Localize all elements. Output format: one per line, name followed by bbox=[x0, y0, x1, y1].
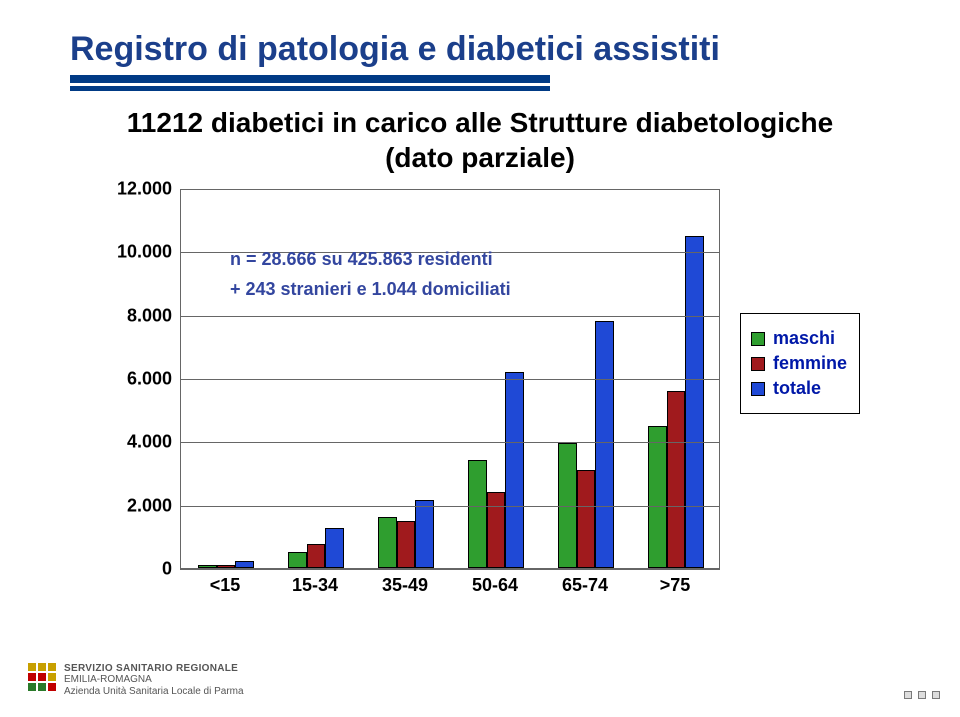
legend-item: totale bbox=[751, 378, 849, 399]
logo-icon bbox=[28, 663, 56, 691]
slide: Registro di patologia e diabetici assist… bbox=[0, 0, 960, 717]
gridline bbox=[180, 506, 720, 507]
gridline bbox=[180, 316, 720, 317]
legend-swatch bbox=[751, 382, 765, 396]
y-tick-label: 0 bbox=[100, 559, 172, 580]
legend-label: totale bbox=[773, 378, 821, 399]
x-tick-label: 50-64 bbox=[472, 575, 518, 596]
y-tick-label: 2.000 bbox=[100, 495, 172, 516]
legend-label: maschi bbox=[773, 328, 835, 349]
legend-label: femmine bbox=[773, 353, 847, 374]
footer-line1: SERVIZIO SANITARIO REGIONALE bbox=[64, 663, 238, 674]
gridline bbox=[180, 442, 720, 443]
annotation-line1: n = 28.666 su 425.863 residenti bbox=[230, 249, 493, 270]
footer-logo: SERVIZIO SANITARIO REGIONALE EMILIA-ROMA… bbox=[28, 663, 244, 698]
bar-maschi bbox=[648, 426, 667, 569]
legend-item: maschi bbox=[751, 328, 849, 349]
bar-totale bbox=[325, 528, 344, 568]
x-tick-label: 35-49 bbox=[382, 575, 428, 596]
bar-maschi bbox=[198, 565, 217, 568]
bar-totale bbox=[595, 321, 614, 568]
legend-swatch bbox=[751, 332, 765, 346]
x-tick-label: 65-74 bbox=[562, 575, 608, 596]
bar-femmine bbox=[667, 391, 686, 568]
x-tick-label: <15 bbox=[210, 575, 241, 596]
bar-femmine bbox=[217, 565, 236, 568]
y-tick-label: 4.000 bbox=[100, 432, 172, 453]
legend-swatch bbox=[751, 357, 765, 371]
bar-maschi bbox=[288, 552, 307, 568]
footer-text: SERVIZIO SANITARIO REGIONALE EMILIA-ROMA… bbox=[64, 663, 244, 698]
y-tick-label: 6.000 bbox=[100, 369, 172, 390]
legend-item: femmine bbox=[751, 353, 849, 374]
bar-totale bbox=[415, 500, 434, 568]
bar-femmine bbox=[577, 470, 596, 568]
y-tick-label: 8.000 bbox=[100, 305, 172, 326]
subtitle: 11212 diabetici in carico alle Strutture… bbox=[60, 105, 900, 175]
y-tick-label: 12.000 bbox=[100, 179, 172, 200]
legend: maschi femmine totale bbox=[740, 313, 860, 414]
gridline bbox=[180, 569, 720, 570]
bar-femmine bbox=[397, 521, 416, 569]
page-title: Registro di patologia e diabetici assist… bbox=[70, 30, 900, 69]
x-tick-label: >75 bbox=[660, 575, 691, 596]
bar-totale bbox=[685, 236, 704, 569]
footer-line3: Azienda Unità Sanitaria Locale di Parma bbox=[64, 686, 244, 697]
x-tick-label: 15-34 bbox=[292, 575, 338, 596]
y-tick-label: 10.000 bbox=[100, 242, 172, 263]
title-underline bbox=[70, 75, 900, 91]
bar-femmine bbox=[307, 544, 326, 568]
subtitle-line1: 11212 diabetici in carico alle Strutture… bbox=[127, 107, 833, 138]
gridline bbox=[180, 189, 720, 190]
subtitle-line2: (dato parziale) bbox=[385, 142, 575, 173]
slide-nav-dots bbox=[904, 691, 940, 699]
bar-totale bbox=[235, 561, 254, 568]
footer-line2: EMILIA-ROMAGNA bbox=[64, 674, 152, 685]
bar-femmine bbox=[487, 492, 506, 568]
bar-maschi bbox=[468, 460, 487, 568]
annotation-line2: + 243 stranieri e 1.044 domiciliati bbox=[230, 279, 511, 300]
bar-totale bbox=[505, 372, 524, 568]
gridline bbox=[180, 379, 720, 380]
bar-chart: 02.0004.0006.0008.00010.00012.000 <1515-… bbox=[100, 183, 860, 613]
bar-maschi bbox=[378, 517, 397, 568]
